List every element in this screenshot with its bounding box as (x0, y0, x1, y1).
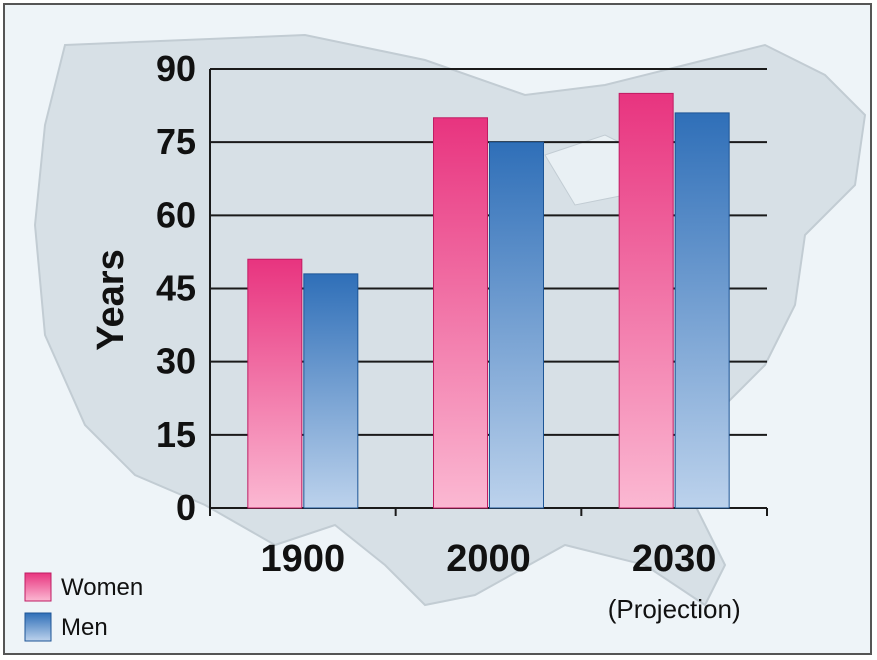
x-category-label: 1900 (261, 538, 346, 580)
bar-chart: 0 15 30 45 60 75 90 1900 2000 2030 (Projection) Y… (24, 33, 867, 642)
y-tick-label: 45 (156, 268, 196, 309)
legend-label-women: Women (61, 574, 143, 601)
legend-swatch-women (24, 572, 52, 602)
bar-men-2030 (674, 112, 730, 509)
y-tick-label: 90 (156, 48, 196, 89)
y-axis-label: Years (90, 249, 132, 350)
y-tick-label: 75 (156, 121, 196, 162)
bar-women-1900 (247, 258, 303, 509)
x-category-label: 2030 (632, 538, 717, 580)
bars (247, 92, 730, 509)
y-tick-label: 0 (176, 487, 196, 528)
legend-swatch-men (24, 612, 52, 642)
bar-men-1900 (303, 273, 359, 509)
y-tick-label: 60 (156, 194, 196, 235)
chart-frame: 0 15 30 45 60 75 90 1900 2000 2030 (Projection) Y… (3, 3, 872, 655)
x-category-labels: 1900 2000 2030 (Projection) (261, 538, 741, 624)
y-tick-label: 30 (156, 341, 196, 382)
legend: Women Men (24, 572, 143, 642)
y-tick-label: 15 (156, 414, 196, 455)
bar-women-2030 (618, 92, 674, 509)
legend-label-men: Men (61, 614, 108, 641)
bar-men-2000 (489, 141, 544, 509)
y-tick-labels: 0 15 30 45 60 75 90 (156, 48, 196, 528)
bar-women-2000 (433, 117, 488, 509)
gridlines (209, 68, 768, 516)
x-category-note: (Projection) (608, 594, 741, 624)
x-category-label: 2000 (446, 538, 531, 580)
